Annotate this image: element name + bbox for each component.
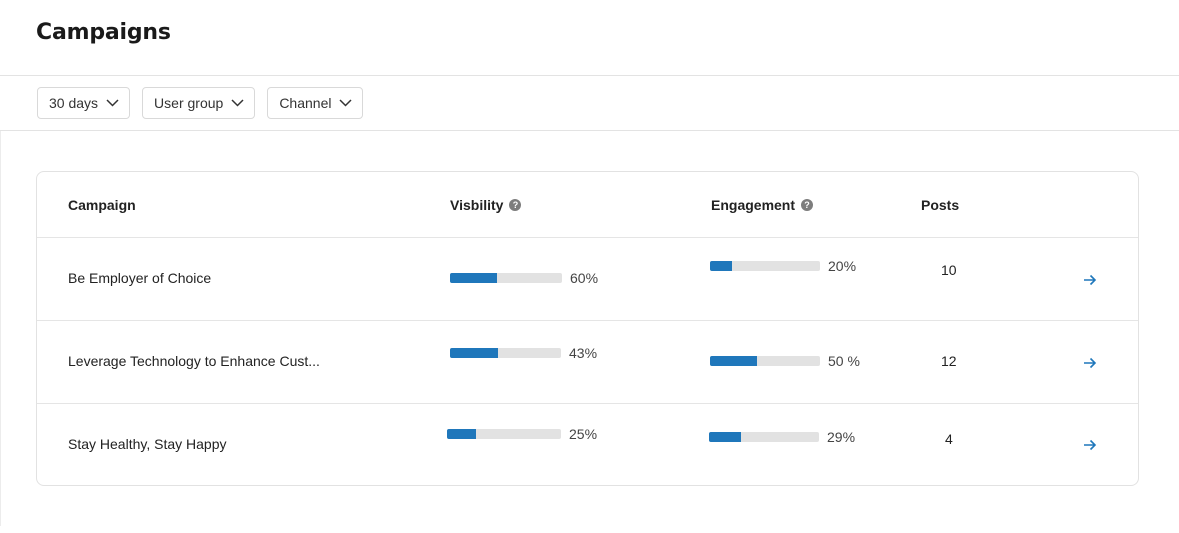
campaign-name[interactable]: Stay Healthy, Stay Happy <box>68 436 227 452</box>
engagement-bar <box>709 432 819 442</box>
column-header-visibility: Visbility ? <box>450 197 522 213</box>
chevron-down-icon <box>339 99 352 107</box>
column-header-engagement-label: Engagement <box>711 197 796 213</box>
posts-count: 10 <box>941 262 957 278</box>
chevron-down-icon <box>231 99 244 107</box>
filter-channel[interactable]: Channel <box>267 87 364 119</box>
visibility-metric: 25% <box>447 426 597 442</box>
filter-channel-label: Channel <box>279 95 332 111</box>
engagement-bar <box>710 356 820 366</box>
question-circle-icon[interactable]: ? <box>801 199 814 211</box>
table-row[interactable]: Stay Healthy, Stay Happy 25% 29% 4 <box>37 404 1138 487</box>
column-header-campaign: Campaign <box>68 197 136 213</box>
visibility-bar-fill <box>447 429 476 439</box>
chevron-down-icon <box>106 99 119 107</box>
filter-date-range[interactable]: 30 days <box>37 87 131 119</box>
campaigns-table: Campaign Visbility ? Engagement ? Posts … <box>36 171 1139 486</box>
arrow-right-icon[interactable] <box>1083 438 1097 452</box>
arrow-right-icon[interactable] <box>1083 356 1097 370</box>
table-row[interactable]: Be Employer of Choice 60% 20% 10 <box>37 238 1138 321</box>
question-circle-icon[interactable]: ? <box>509 199 522 211</box>
visibility-bar <box>447 429 561 439</box>
engagement-bar-fill <box>710 356 758 366</box>
filter-bar: 30 days User group Channel <box>37 87 364 119</box>
left-rule <box>0 131 1 526</box>
visibility-metric: 43% <box>450 345 597 361</box>
engagement-value: 29% <box>827 429 856 445</box>
filter-divider <box>0 130 1179 131</box>
engagement-bar-fill <box>710 261 732 271</box>
engagement-metric: 50 % <box>710 353 860 369</box>
column-header-posts: Posts <box>921 197 959 213</box>
column-header-visibility-label: Visbility <box>450 197 504 213</box>
filter-user-group-label: User group <box>154 95 224 111</box>
campaign-name[interactable]: Leverage Technology to Enhance Cust... <box>68 353 320 369</box>
arrow-right-icon[interactable] <box>1083 273 1097 287</box>
filter-user-group[interactable]: User group <box>142 87 256 119</box>
posts-count: 12 <box>941 353 957 369</box>
visibility-metric: 60% <box>450 270 598 286</box>
engagement-value: 50 % <box>828 353 860 369</box>
visibility-bar <box>450 273 562 283</box>
table-header: Campaign Visbility ? Engagement ? Posts <box>37 172 1138 238</box>
campaign-name[interactable]: Be Employer of Choice <box>68 270 212 286</box>
visibility-bar-fill <box>450 273 498 283</box>
engagement-bar-fill <box>709 432 741 442</box>
visibility-bar <box>450 348 561 358</box>
column-header-engagement: Engagement ? <box>711 197 814 213</box>
column-header-posts-label: Posts <box>921 197 960 213</box>
visibility-value: 43% <box>569 345 598 361</box>
page-title: Campaigns <box>36 20 171 45</box>
header-divider <box>0 75 1179 76</box>
engagement-metric: 20% <box>710 258 856 274</box>
column-header-campaign-label: Campaign <box>68 197 136 213</box>
filter-date-range-label: 30 days <box>49 95 99 111</box>
engagement-bar <box>710 261 820 271</box>
posts-count: 4 <box>945 431 953 447</box>
engagement-value: 20% <box>828 258 857 274</box>
visibility-value: 25% <box>569 426 598 442</box>
visibility-bar-fill <box>450 348 498 358</box>
engagement-metric: 29% <box>709 429 855 445</box>
visibility-value: 60% <box>570 270 599 286</box>
table-row[interactable]: Leverage Technology to Enhance Cust... 4… <box>37 321 1138 404</box>
